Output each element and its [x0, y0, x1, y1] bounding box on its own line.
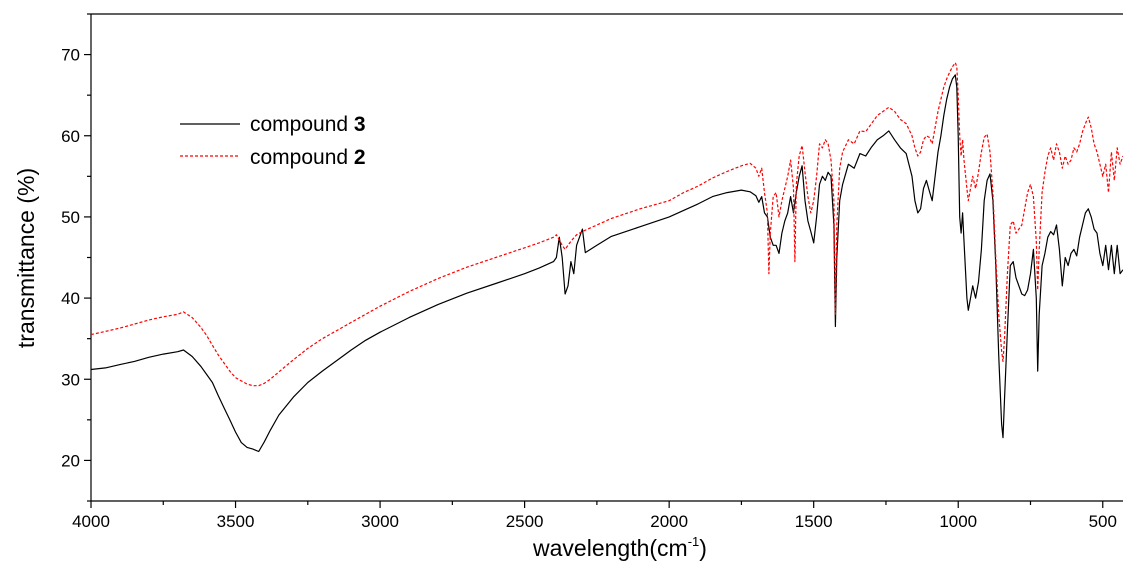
- x-axis-label: wavelength(cm-1): [532, 534, 707, 561]
- legend-label-compound-3-text: compound: [250, 113, 354, 136]
- legend-label-compound-2-bold: 2: [354, 146, 366, 169]
- x-tick-label: 2500: [506, 512, 544, 531]
- legend: compound 3 compound 2: [180, 113, 366, 169]
- x-axis-ticks: 4000 3500 3000 2500 2000 1500 1000 500: [72, 501, 1117, 531]
- x-tick-label: 3500: [217, 512, 255, 531]
- legend-label-compound-2: compound 2: [250, 146, 366, 169]
- x-tick-label: 500: [1089, 512, 1117, 531]
- series-line-compound-2: [90, 62, 1123, 387]
- x-tick-label: 2000: [650, 512, 688, 531]
- x-axis-label-main: wavelength: [532, 535, 649, 561]
- x-tick-label: 1000: [939, 512, 977, 531]
- y-axis-label: transmittance (%): [13, 168, 39, 348]
- y-tick-label: 40: [61, 289, 80, 308]
- y-tick-label: 50: [61, 208, 80, 227]
- x-axis-label-unit-close: ): [699, 535, 707, 561]
- legend-label-compound-3-bold: 3: [354, 113, 366, 136]
- x-axis-label-unit-exp: -1: [688, 534, 700, 549]
- legend-label-compound-2-text: compound: [250, 146, 354, 169]
- series-layer: [90, 62, 1123, 453]
- legend-label-compound-3: compound 3: [250, 113, 366, 136]
- axes-layer: [90, 13, 1123, 502]
- x-axis-label-unit-open: (cm: [649, 535, 687, 561]
- y-tick-label: 60: [61, 127, 80, 146]
- x-tick-label: 4000: [72, 512, 110, 531]
- y-tick-label: 70: [61, 46, 80, 65]
- y-tick-label: 20: [61, 451, 80, 470]
- series-line-compound-3: [90, 74, 1123, 453]
- x-tick-label: 1500: [795, 512, 833, 531]
- y-tick-label: 30: [61, 370, 80, 389]
- x-tick-label: 3000: [361, 512, 399, 531]
- y-axis-ticks: 20 30 40 50 60 70: [61, 13, 91, 502]
